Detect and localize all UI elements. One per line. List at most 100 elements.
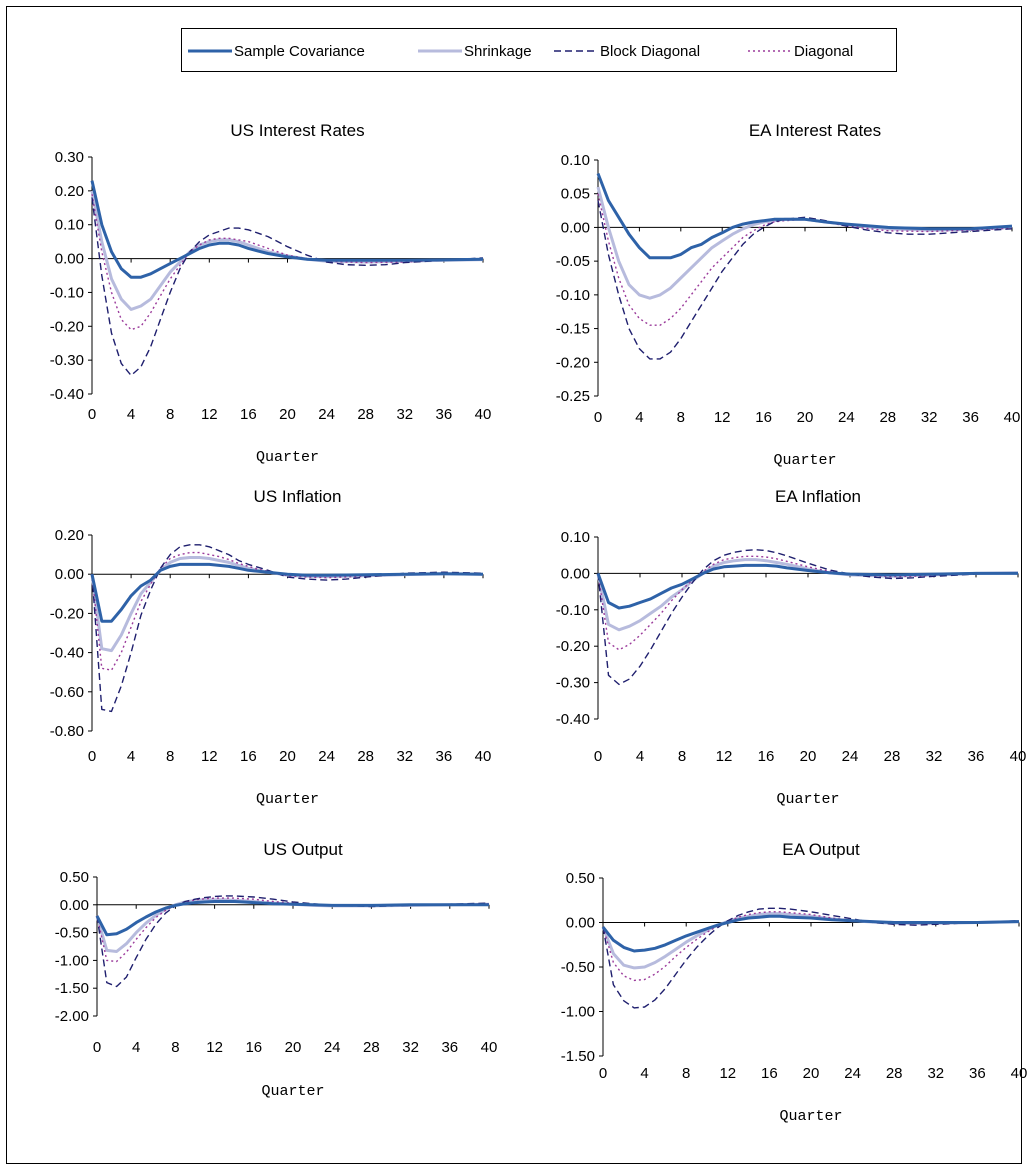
- series-line-sample-covariance: [90, 180, 484, 279]
- x-tick-label: 32: [396, 406, 413, 423]
- x-axis-label: Quarter: [261, 1083, 324, 1100]
- x-tick-label: 24: [324, 1039, 341, 1056]
- x-tick-label: 0: [594, 409, 602, 426]
- chart-1: EA Interest Rates 0.10 0.05 0.00 -0.05 -0.10 -…: [556, 121, 1021, 469]
- series-line-diagonal: [91, 551, 484, 671]
- y-tick-label: -0.10: [50, 284, 84, 301]
- y-tick-label: 0.00: [60, 897, 89, 914]
- x-tick-label: 16: [245, 1039, 262, 1056]
- y-tick-label: -0.10: [556, 602, 590, 619]
- y-tick-label: -0.80: [50, 723, 84, 740]
- x-tick-label: 0: [599, 1065, 607, 1082]
- x-tick-label: 20: [803, 1065, 820, 1082]
- x-tick-label: 8: [682, 1065, 690, 1082]
- y-tick-label: -0.30: [50, 352, 84, 369]
- y-tick-label: -0.25: [556, 388, 590, 405]
- legend-item-diagonal: Diagonal: [748, 43, 853, 60]
- x-tick-label: 24: [318, 406, 335, 423]
- legend-label-sample-covariance: Sample Covariance: [234, 43, 365, 60]
- x-tick-label: 4: [640, 1065, 648, 1082]
- x-tick-label: 28: [357, 406, 374, 423]
- x-tick-label: 28: [879, 409, 896, 426]
- y-tick-label: 0.10: [561, 529, 590, 546]
- legend-label-diagonal: Diagonal: [794, 43, 853, 60]
- y-tick-label: -1.00: [55, 952, 89, 969]
- x-tick-label: 0: [93, 1039, 101, 1056]
- x-tick-label: 20: [279, 748, 296, 765]
- x-tick-label: 28: [884, 748, 901, 765]
- series-line-diagonal: [91, 194, 484, 331]
- x-tick-label: 24: [838, 409, 855, 426]
- x-tick-label: 36: [436, 406, 453, 423]
- x-axis-label: Quarter: [779, 1108, 842, 1125]
- x-tick-label: 20: [800, 748, 817, 765]
- x-tick-label: 40: [481, 1039, 498, 1056]
- x-tick-label: 0: [88, 406, 96, 423]
- chart-0: US Interest Rates 0.30 0.20 0.10 0.00 -0.10 -0…: [50, 121, 492, 466]
- x-tick-label: 12: [201, 748, 218, 765]
- x-tick-label: 32: [927, 1065, 944, 1082]
- y-tick-label: -0.10: [556, 287, 590, 304]
- y-tick-label: -1.00: [561, 1004, 595, 1021]
- y-tick-label: -0.60: [50, 684, 84, 701]
- series-line-shrinkage: [90, 556, 484, 653]
- x-tick-label: 32: [396, 748, 413, 765]
- x-tick-label: 8: [166, 748, 174, 765]
- x-tick-label: 4: [636, 748, 644, 765]
- chart-3: EA Inflation 0.10 0.00 -0.10 -0.20 -0.30 -0.40…: [556, 487, 1027, 808]
- y-tick-label: 0.00: [566, 915, 595, 932]
- series-line-block-diagonal: [91, 544, 484, 713]
- x-tick-label: 36: [969, 1065, 986, 1082]
- x-tick-label: 24: [842, 748, 859, 765]
- x-tick-label: 8: [678, 748, 686, 765]
- y-tick-label: -0.40: [50, 386, 84, 403]
- chart-2: US Inflation 0.20 0.00 -0.20 -0.40 -0.60 -0.80…: [50, 487, 492, 808]
- series-line-shrinkage: [596, 186, 1013, 300]
- series-line-diagonal: [597, 555, 1019, 651]
- x-tick-label: 40: [1010, 748, 1027, 765]
- y-tick-label: -1.50: [55, 980, 89, 997]
- x-tick-label: 12: [719, 1065, 736, 1082]
- x-tick-label: 32: [921, 409, 938, 426]
- y-tick-label: 0.30: [55, 149, 84, 166]
- chart-title: EA Inflation: [775, 487, 861, 506]
- x-tick-label: 40: [475, 406, 492, 423]
- x-tick-label: 20: [279, 406, 296, 423]
- x-tick-label: 36: [441, 1039, 458, 1056]
- y-tick-label: -0.20: [556, 354, 590, 371]
- y-tick-label: 0.20: [55, 183, 84, 200]
- chart-title: US Interest Rates: [230, 121, 364, 140]
- chart-5: EA Output 0.50 0.00 -0.50 -1.00 -1.500 4 8 12 16 2…: [561, 840, 1028, 1125]
- x-tick-label: 12: [714, 409, 731, 426]
- x-tick-label: 32: [402, 1039, 419, 1056]
- x-tick-label: 24: [318, 748, 335, 765]
- series-line-block-diagonal: [91, 197, 484, 377]
- x-tick-label: 12: [201, 406, 218, 423]
- x-axis-label: Quarter: [256, 791, 319, 808]
- y-tick-label: -0.40: [556, 711, 590, 728]
- x-tick-label: 32: [926, 748, 943, 765]
- series-line-sample-covariance: [596, 172, 1013, 260]
- y-tick-label: 0.10: [55, 217, 84, 234]
- y-tick-label: 0.50: [60, 869, 89, 886]
- y-tick-label: 0.10: [561, 152, 590, 169]
- x-tick-label: 4: [635, 409, 643, 426]
- y-tick-label: 0.00: [561, 565, 590, 582]
- x-tick-label: 24: [844, 1065, 861, 1082]
- x-tick-label: 0: [594, 748, 602, 765]
- series-line-block-diagonal: [597, 200, 1013, 360]
- series-line-shrinkage: [90, 190, 484, 311]
- series-line-diagonal: [597, 193, 1013, 326]
- series-line-sample-covariance: [596, 563, 1018, 610]
- x-tick-label: 28: [363, 1039, 380, 1056]
- x-tick-label: 12: [206, 1039, 223, 1056]
- x-tick-label: 16: [761, 1065, 778, 1082]
- y-tick-label: -0.15: [556, 321, 590, 338]
- y-tick-label: 0.00: [55, 566, 84, 583]
- x-tick-label: 8: [171, 1039, 179, 1056]
- legend-label-shrinkage: Shrinkage: [464, 43, 532, 60]
- y-tick-label: -2.00: [55, 1008, 89, 1025]
- series-line-block-diagonal: [597, 549, 1019, 686]
- x-tick-label: 8: [166, 406, 174, 423]
